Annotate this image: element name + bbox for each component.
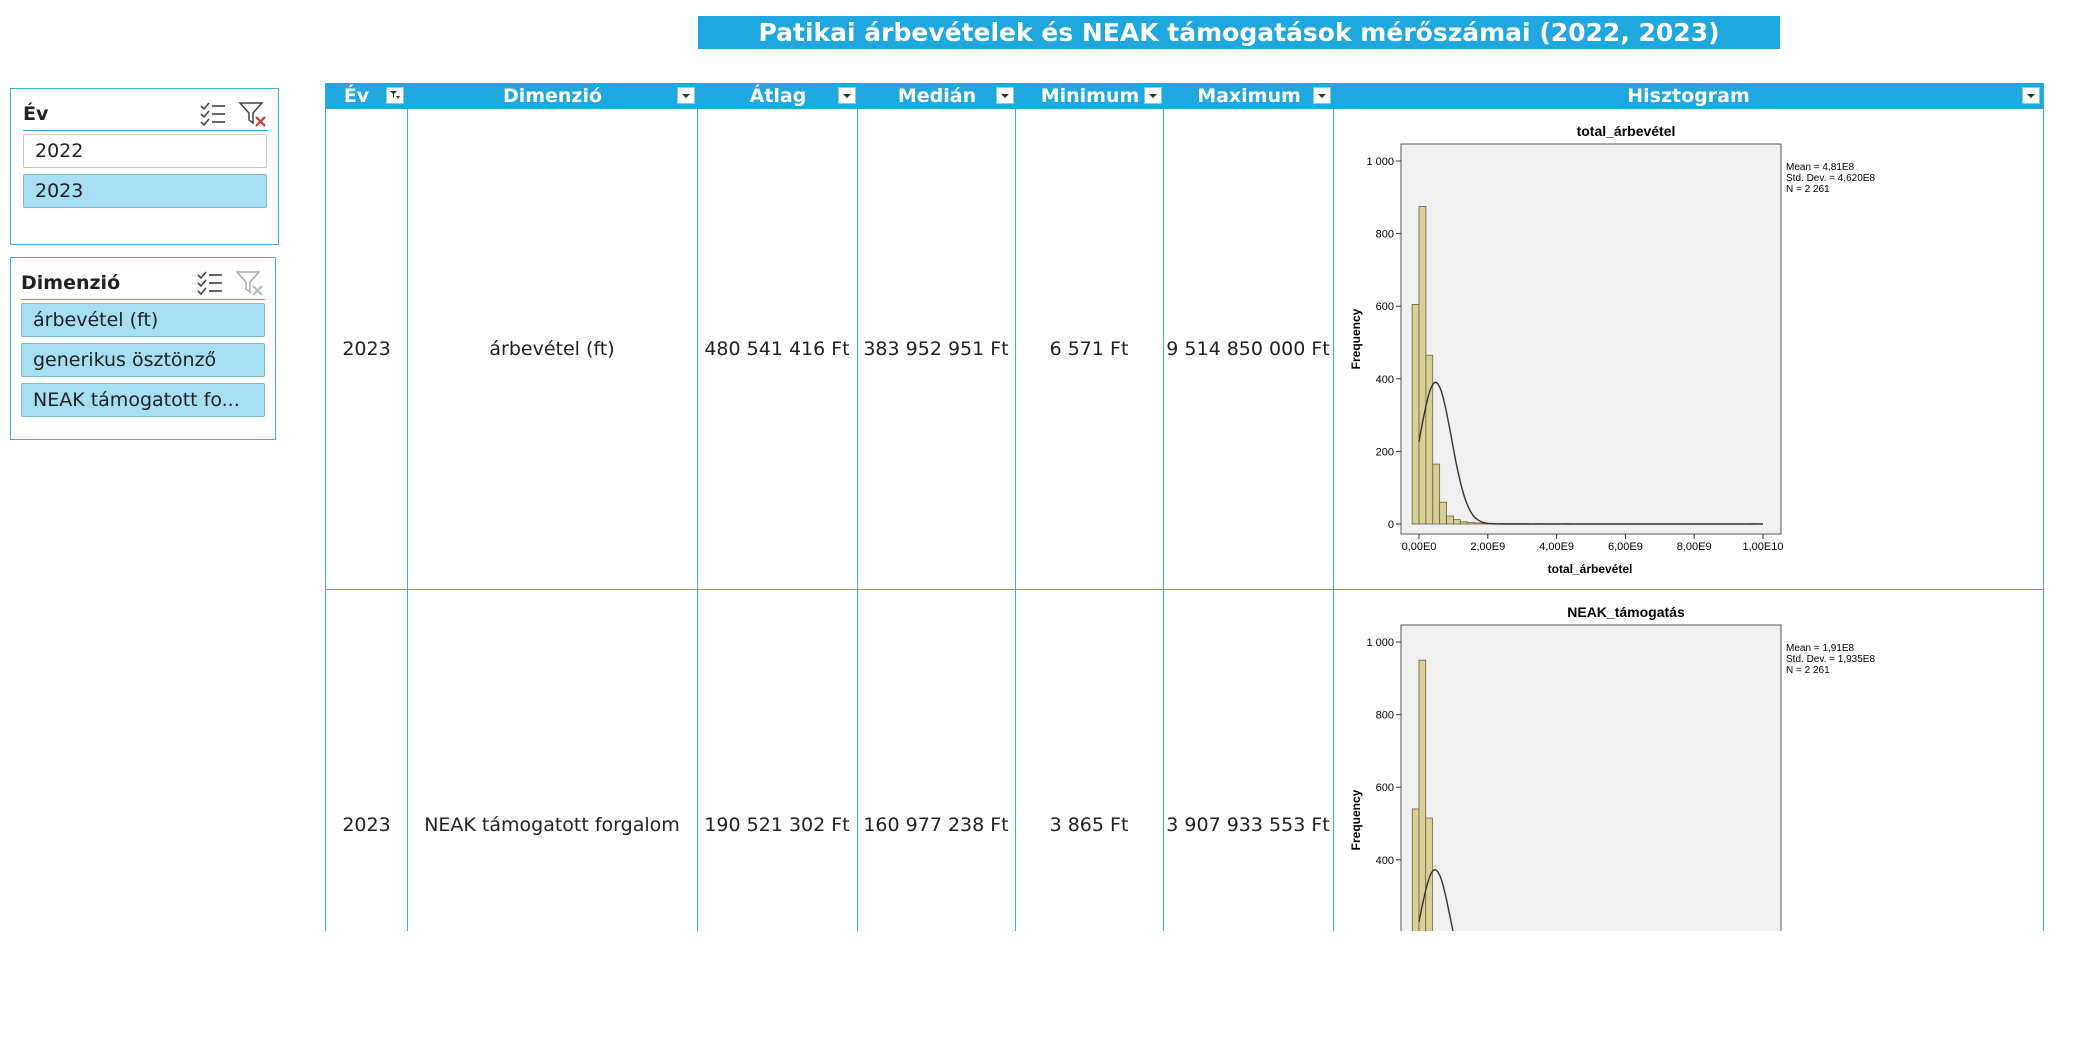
slicer-item-label: NEAK támogatott fo... <box>33 389 240 411</box>
slicer-item-label: generikus ösztönző <box>33 349 216 371</box>
y-tick-label: 400 <box>1376 374 1394 386</box>
histogram-chart-1: total_árbevétel Mean = 4,81E8 Std. Dev. … <box>1336 113 1896 583</box>
y-tick-label: 800 <box>1376 229 1394 241</box>
stat-sd: Std. Dev. = 1,935E8 <box>1786 654 1875 665</box>
column-divider <box>1333 109 1334 931</box>
stat-n: N = 2 261 <box>1786 184 1830 195</box>
histogram-title: total_árbevétel <box>1577 123 1676 139</box>
slicer-dimension: Dimenzió árbevétel (ft) generikus ösztön… <box>10 257 276 440</box>
histogram-bar <box>1453 520 1460 524</box>
dropdown-arrow-icon[interactable] <box>2022 87 2040 104</box>
y-tick-label: 600 <box>1376 782 1394 794</box>
y-tick-label: 1 000 <box>1366 156 1394 168</box>
slicer-year: Év 2022 2023 <box>10 88 279 245</box>
header-hisztogram: Hisztogram <box>1334 83 2043 109</box>
dropdown-arrow-icon[interactable] <box>1144 87 1162 104</box>
slicer-year-title: Év <box>23 103 188 125</box>
dropdown-arrow-icon[interactable] <box>1313 87 1331 104</box>
clear-filter-icon[interactable] <box>238 100 268 128</box>
stat-n: N = 2 261 <box>1786 665 1830 676</box>
histogram-bar <box>1419 660 1426 931</box>
filter-applied-icon[interactable] <box>386 87 404 104</box>
y-tick-label: 400 <box>1376 855 1394 867</box>
header-minimum-label: Minimum <box>1041 85 1140 107</box>
header-atlag-label: Átlag <box>750 85 807 107</box>
header-median-label: Medián <box>898 85 976 107</box>
slicer-item-2022[interactable]: 2022 <box>23 134 267 168</box>
multi-select-icon[interactable] <box>198 100 228 128</box>
header-atlag: Átlag <box>698 83 858 109</box>
histogram-bar <box>1460 522 1467 524</box>
histogram-bar <box>1474 523 1481 524</box>
stat-sd: Std. Dev. = 4,620E8 <box>1786 173 1875 184</box>
histogram-bar <box>1447 516 1454 524</box>
x-tick-label: 4,00E9 <box>1539 541 1574 553</box>
histogram-bar <box>1412 809 1419 931</box>
y-tick-label: 800 <box>1376 710 1394 722</box>
histogram-bar <box>1412 304 1419 524</box>
x-axis-label: total_árbevétel <box>1548 562 1633 576</box>
slicer-item-label: árbevétel (ft) <box>33 309 158 331</box>
slicer-item-label: 2022 <box>35 140 83 162</box>
header-ev-label: Év <box>344 85 369 107</box>
slicer-year-header: Év <box>23 97 268 131</box>
dropdown-arrow-icon[interactable] <box>996 87 1014 104</box>
stat-mean: Mean = 1,91E8 <box>1786 643 1855 654</box>
multi-select-icon[interactable] <box>195 269 225 297</box>
slicer-item-label: 2023 <box>35 180 83 202</box>
slicer-item-neak[interactable]: NEAK támogatott fo... <box>21 383 265 417</box>
dropdown-arrow-icon[interactable] <box>838 87 856 104</box>
header-hisztogram-label: Hisztogram <box>1627 85 1750 107</box>
plot-area <box>1401 144 1781 534</box>
histogram-bar <box>1419 206 1426 524</box>
histogram-chart-2: NEAK_támogatás Mean = 1,91E8 Std. Dev. =… <box>1336 594 1896 931</box>
cell-median: 383 952 951 Ft <box>857 109 1015 589</box>
header-dimenzio-label: Dimenzió <box>503 85 602 107</box>
header-maximum-label: Maximum <box>1197 85 1301 107</box>
histogram-title: NEAK_támogatás <box>1567 604 1685 620</box>
histogram-bar <box>1467 523 1474 524</box>
slicer-item-arbevetel[interactable]: árbevétel (ft) <box>21 303 265 337</box>
cell-dimension: árbevétel (ft) <box>407 109 697 589</box>
cell-minimum: 6 571 Ft <box>1015 109 1163 589</box>
cell-mean: 190 521 302 Ft <box>697 590 857 1060</box>
dropdown-arrow-icon[interactable] <box>677 87 695 104</box>
y-axis-label: Frequency <box>1349 308 1363 369</box>
y-tick-label: 200 <box>1376 446 1394 458</box>
slicer-dimension-title: Dimenzió <box>21 272 185 294</box>
pivot-table: Év Dimenzió Átlag Medián Minimum Maximum… <box>325 83 2044 931</box>
slicer-item-2023[interactable]: 2023 <box>23 174 267 208</box>
report-title: Patikai árbevételek és NEAK támogatások … <box>698 16 1780 49</box>
clear-filter-icon-disabled[interactable] <box>235 269 265 297</box>
cell-year: 2023 <box>326 590 407 1060</box>
header-maximum: Maximum <box>1164 83 1334 109</box>
slicer-item-generikus[interactable]: generikus ösztönző <box>21 343 265 377</box>
stat-mean: Mean = 4,81E8 <box>1786 162 1855 173</box>
header-dimenzio: Dimenzió <box>407 83 698 109</box>
x-tick-label: 2,00E9 <box>1470 541 1505 553</box>
x-tick-label: 6,00E9 <box>1608 541 1643 553</box>
x-tick-label: 8,00E9 <box>1677 541 1712 553</box>
histogram-bar <box>1433 464 1440 524</box>
y-tick-label: 1 000 <box>1366 637 1394 649</box>
histogram-bar <box>1426 818 1433 931</box>
histogram-bar <box>1440 502 1447 524</box>
x-tick-label: 1,00E10 <box>1743 541 1784 553</box>
cell-year: 2023 <box>326 109 407 589</box>
x-tick-label: 0,00E0 <box>1402 541 1437 553</box>
header-minimum: Minimum <box>1016 83 1164 109</box>
cell-median: 160 977 238 Ft <box>857 590 1015 1060</box>
cell-maximum: 3 907 933 553 Ft <box>1163 590 1333 1060</box>
slicer-dimension-header: Dimenzió <box>21 266 265 300</box>
y-axis-label: Frequency <box>1349 789 1363 850</box>
y-tick-label: 0 <box>1388 519 1394 531</box>
cell-minimum: 3 865 Ft <box>1015 590 1163 1060</box>
histogram-bar <box>1426 355 1433 524</box>
cell-dimension: NEAK támogatott forgalom <box>407 590 697 1060</box>
y-tick-label: 600 <box>1376 301 1394 313</box>
header-median: Medián <box>858 83 1016 109</box>
cell-maximum: 9 514 850 000 Ft <box>1163 109 1333 589</box>
cell-mean: 480 541 416 Ft <box>697 109 857 589</box>
plot-area <box>1401 625 1781 931</box>
